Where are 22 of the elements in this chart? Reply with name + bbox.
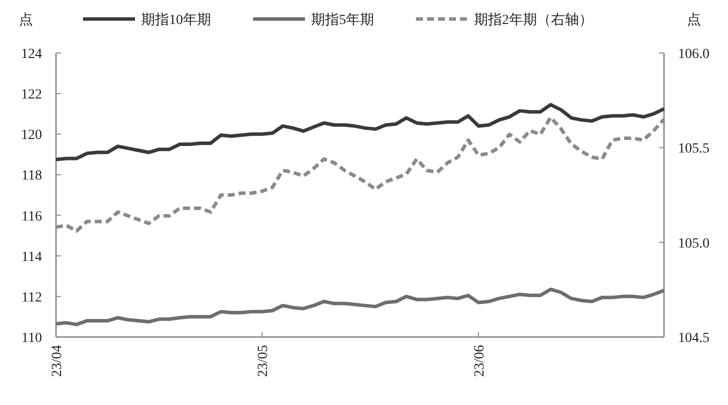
legend-label: 期指10年期: [141, 12, 211, 28]
y-tick-label: 112: [22, 290, 42, 306]
line-series: [54, 288, 666, 326]
y-tick-label: 122: [21, 88, 42, 103]
y2-tick-label: 104.5: [678, 331, 710, 346]
x-tick-label: 23/05: [256, 345, 272, 377]
y2-tick-label: 106.0: [678, 47, 710, 62]
y2-tick-label: 105.5: [678, 142, 710, 157]
legend-label: 期指5年期: [311, 12, 374, 28]
y-tick-label: 110: [22, 331, 42, 346]
y-tick-label: 124: [21, 47, 42, 62]
y-tick-label: 116: [22, 209, 42, 224]
y-axis-title: 点: [19, 12, 33, 28]
y2-tick-label: 105.0: [678, 236, 710, 252]
legend-label: 期指2年期（右轴）: [474, 12, 593, 28]
x-tick-label: 23/04: [50, 345, 65, 377]
y-tick-label: 120: [21, 128, 42, 144]
line-series: [54, 102, 666, 162]
y-tick-label: 114: [22, 250, 42, 265]
x-tick-label: 23/06: [472, 345, 488, 377]
y-tick-label: 118: [22, 168, 42, 184]
y2-axis-title: 点: [687, 12, 701, 28]
